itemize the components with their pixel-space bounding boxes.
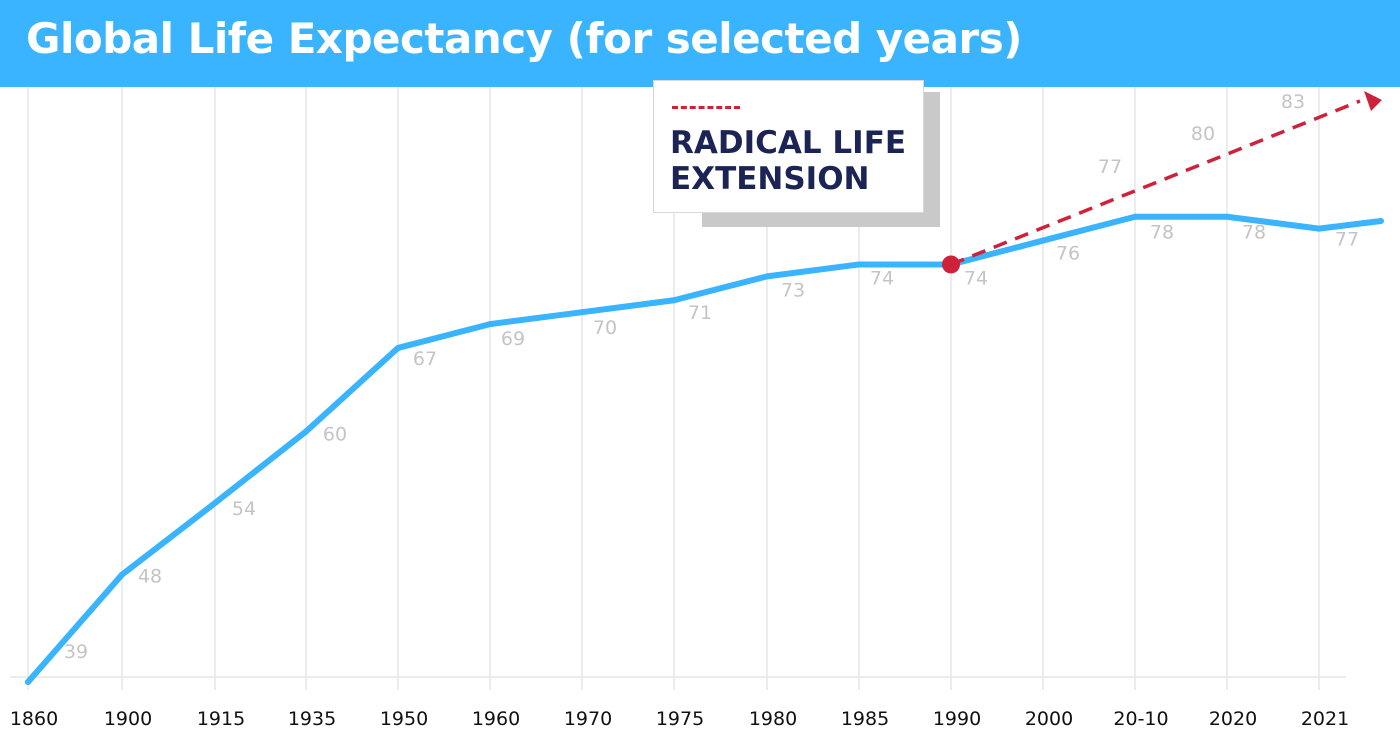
- x-tick-label: 1985: [841, 708, 889, 730]
- data-label-1985: 74: [870, 267, 894, 289]
- x-tick-label: 1980: [749, 708, 797, 730]
- x-tick-label: 1915: [197, 708, 245, 730]
- legend-label: RADICAL LIFE EXTENSION: [670, 125, 907, 197]
- grid-lines: [27, 87, 1320, 690]
- data-point-1900: [119, 571, 125, 578]
- x-tick-label: 1990: [933, 708, 981, 730]
- data-point-1960: [487, 321, 493, 328]
- data-point-20-10: [1132, 213, 1138, 220]
- data-label-2000: 76: [1056, 243, 1080, 265]
- data-label-1860: 39: [64, 641, 88, 663]
- x-tick-label: 2000: [1025, 708, 1073, 730]
- data-label-1980: 73: [781, 279, 805, 301]
- data-point-2021: [1316, 225, 1322, 232]
- projection-label-2021: 83: [1281, 91, 1305, 113]
- x-tick-label: 20-10: [1113, 708, 1168, 730]
- data-point-1980: [764, 273, 770, 280]
- data-label-1975: 71: [688, 302, 712, 324]
- data-point-1935: [303, 428, 309, 435]
- data-label-1960: 69: [501, 328, 525, 350]
- data-point-1915: [212, 500, 218, 507]
- data-point-1970: [579, 309, 585, 316]
- data-label-1950: 67: [413, 348, 437, 370]
- data-point-2020: [1224, 213, 1230, 220]
- title-bar: Global Life Expectancy (for selected yea…: [0, 0, 1400, 87]
- x-tick-label: 1950: [380, 708, 428, 730]
- x-tick-label: 1960: [472, 708, 520, 730]
- x-tick-label: 2021: [1301, 708, 1349, 730]
- projection-line: [950, 99, 1361, 267]
- x-axis: 1860 1900 1915 1935 1950 1960 1970 1975 1980 1985…: [10, 676, 1349, 730]
- data-label-1935: 60: [323, 423, 347, 445]
- legend-box: RADICAL LIFE EXTENSION: [653, 80, 924, 213]
- data-label-1900: 48: [138, 566, 162, 588]
- series-layer: [25, 91, 1384, 685]
- data-label-1990: 74: [964, 267, 988, 289]
- x-tick-label: 1970: [564, 708, 612, 730]
- legend-dash-icon: [672, 106, 740, 109]
- x-tick-label: 1975: [656, 708, 704, 730]
- chart-title: Global Life Expectancy (for selected yea…: [26, 14, 1022, 63]
- data-point-1985: [856, 261, 862, 268]
- x-tick-label: 1900: [104, 708, 152, 730]
- data-label-2020: 78: [1242, 222, 1266, 244]
- highlight-point-1990: [942, 255, 960, 274]
- data-point-1975: [671, 297, 677, 304]
- series-line-life-expectancy: [25, 213, 1384, 685]
- data-label-1970: 70: [593, 317, 617, 339]
- data-labels: 39 48 54 60 67 69 70 71 73 74 74 76 78 78 77 77 80 83: [64, 91, 1359, 663]
- data-point-1860: [25, 679, 31, 685]
- projection-arrowhead: [1364, 91, 1382, 111]
- x-tick-label: 1935: [288, 708, 336, 730]
- x-tick-label: 2020: [1209, 708, 1257, 730]
- projection-label-2020: 80: [1191, 123, 1215, 145]
- data-label-20-10: 78: [1150, 222, 1174, 244]
- data-point-1950: [395, 344, 401, 351]
- x-tick-label: 1860: [10, 708, 58, 730]
- projection-label-20-10: 77: [1098, 156, 1122, 178]
- data-point-2000: [1040, 237, 1046, 244]
- data-label-2021: 77: [1335, 229, 1359, 251]
- data-label-1915: 54: [232, 498, 256, 520]
